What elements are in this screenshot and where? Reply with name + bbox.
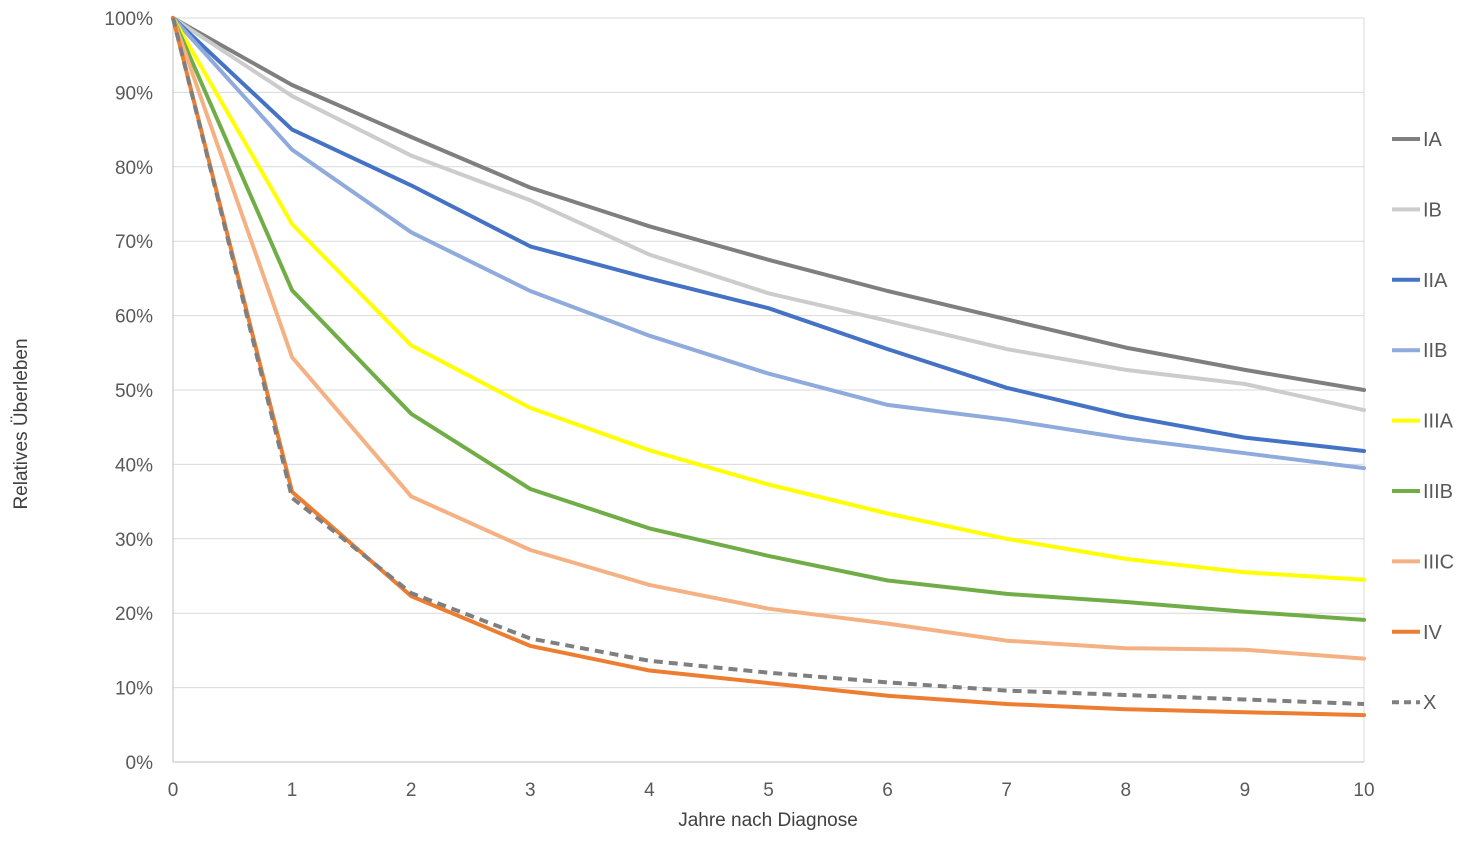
x-tick-label: 1 <box>287 780 298 801</box>
legend: IA IB IIA IIB IIIA IIIB IIIC IV X <box>1392 129 1454 714</box>
x-tick-label: 8 <box>1121 780 1132 801</box>
gridlines <box>173 17 1364 689</box>
x-tick-label: 2 <box>406 780 417 801</box>
y-tick-label: 60% <box>115 307 153 328</box>
series-line-iib <box>171 16 1366 471</box>
series-line-iiib <box>171 16 1366 622</box>
series-line-ib <box>171 16 1366 413</box>
y-axis-ticks: 0% 10% 20% 30% 40% 50% 60% 70% 80% 90% 100% <box>104 9 153 774</box>
series-line-iv <box>171 16 1366 718</box>
x-axis-ticks: 0 1 2 3 4 5 6 7 8 9 10 <box>168 780 1375 801</box>
legend-label-iiic: IIIC <box>1423 551 1454 573</box>
x-tick-label: 5 <box>763 780 774 801</box>
legend-label-x: X <box>1423 692 1436 714</box>
x-tick-label: 4 <box>644 780 655 801</box>
y-tick-label: 40% <box>115 455 153 476</box>
series-line-x <box>171 17 1365 706</box>
y-tick-label: 50% <box>115 381 153 402</box>
legend-label-iiib: IIIB <box>1423 481 1453 503</box>
legend-label-iia: IIA <box>1423 270 1448 292</box>
series-line-iiia <box>171 16 1366 582</box>
x-tick-label: 9 <box>1240 780 1251 801</box>
y-tick-label: 90% <box>115 83 153 104</box>
y-tick-label: 70% <box>115 232 153 253</box>
x-tick-label: 0 <box>168 780 179 801</box>
x-tick-label: 7 <box>1001 780 1012 801</box>
y-tick-label: 30% <box>115 530 153 551</box>
x-tick-label: 3 <box>525 780 536 801</box>
y-axis-title: Relatives Überleben <box>11 338 32 509</box>
legend-label-iib: IIB <box>1423 340 1447 362</box>
series-line-ia <box>171 16 1366 392</box>
x-tick-label: 10 <box>1353 780 1374 801</box>
legend-label-ib: IB <box>1423 199 1442 221</box>
y-tick-label: 0% <box>126 753 154 774</box>
series-line-iiic <box>171 16 1366 661</box>
legend-label-iv: IV <box>1423 622 1443 644</box>
legend-label-iiia: IIIA <box>1423 411 1454 433</box>
x-tick-label: 6 <box>882 780 893 801</box>
x-axis-title: Jahre nach Diagnose <box>678 810 858 831</box>
y-tick-label: 20% <box>115 604 153 625</box>
y-tick-label: 100% <box>104 9 153 30</box>
y-tick-label: 80% <box>115 158 153 179</box>
series-line-iia <box>171 16 1366 453</box>
series-lines <box>171 16 1366 718</box>
y-tick-label: 10% <box>115 679 153 700</box>
legend-label-ia: IA <box>1423 129 1443 151</box>
